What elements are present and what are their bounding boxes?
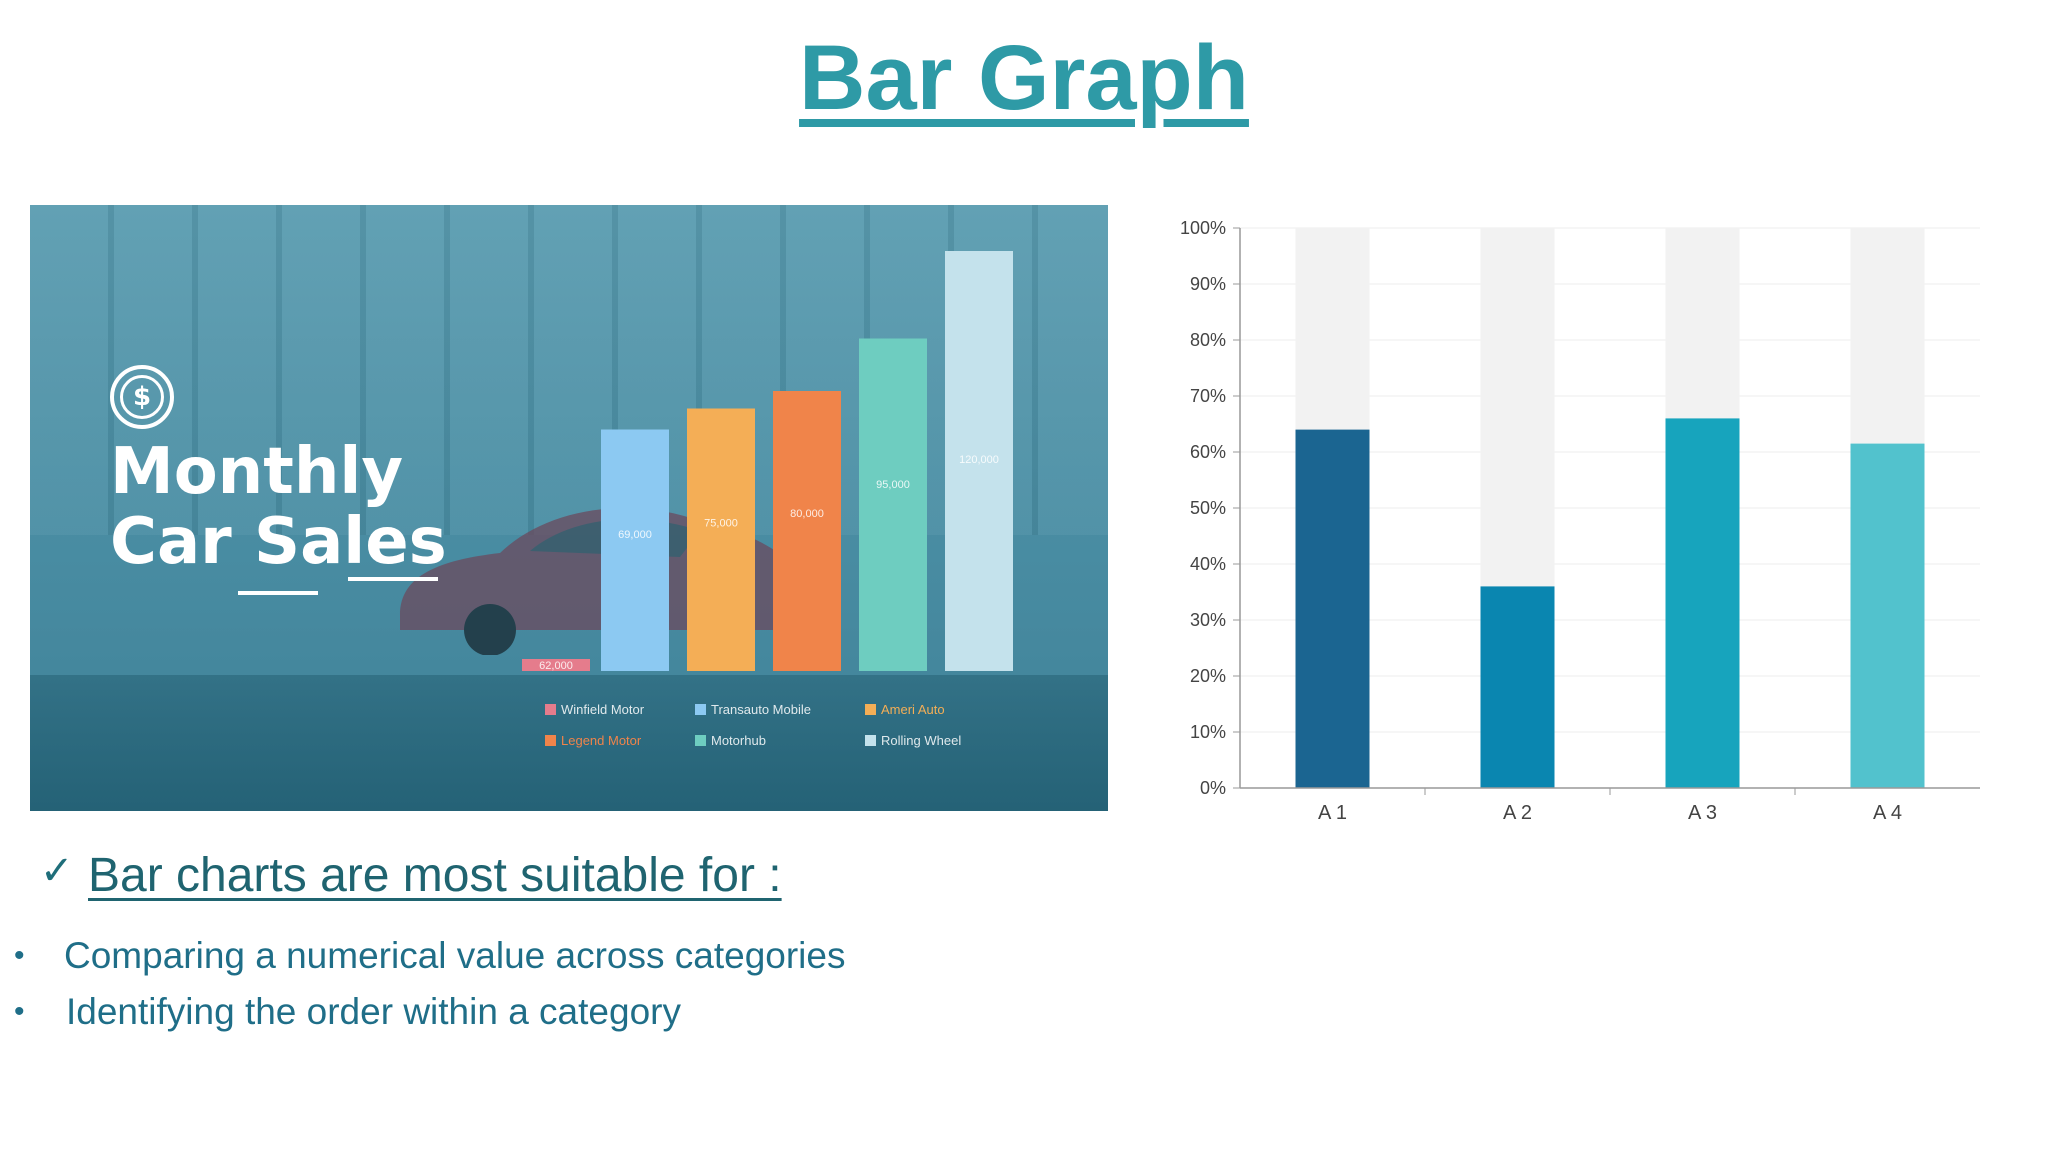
stacked-bar-chart: 0% 10% 20% 30% 40% 50% 60% 70% 80% 90% 100% A 1 A 2 A…	[1180, 218, 1980, 824]
x-tick-label: A 4	[1873, 802, 1902, 824]
bullet-dot: •	[14, 995, 25, 1028]
dollar-coin-icon: $	[110, 365, 174, 429]
mini-bar	[945, 251, 1013, 671]
mini-legend-label: Rolling Wheel	[881, 733, 962, 748]
mini-legend-item: Ameri Auto	[865, 702, 1005, 717]
mini-legend-swatch	[865, 704, 876, 715]
mini-legend-item: Winfield Motor	[545, 702, 695, 717]
y-tick-label: 40%	[1190, 554, 1226, 574]
mini-bar-value-label: 95,000	[876, 479, 910, 491]
subtitle: Bar charts are most suitable for :	[88, 849, 782, 902]
panel-title: Monthly Car Sales	[110, 437, 447, 577]
bar-value	[1665, 418, 1740, 788]
mini-legend-item: Transauto Mobile	[695, 702, 865, 717]
bar-value	[1480, 586, 1555, 788]
bar-remainder	[1295, 228, 1370, 430]
mini-bar	[522, 659, 590, 671]
checkmark-icon: ✓	[40, 848, 74, 894]
mini-legend-swatch	[695, 735, 706, 746]
mini-legend-swatch	[545, 704, 556, 715]
y-tick-label: 70%	[1190, 386, 1226, 406]
mini-bar	[859, 338, 927, 671]
background-wall	[30, 205, 1108, 535]
mini-bar	[687, 408, 755, 671]
page-title-text: Bar Graph	[799, 27, 1249, 129]
y-tick-label: 100%	[1180, 218, 1226, 238]
mini-bar-value-label: 120,000	[959, 454, 999, 466]
mini-chart-legend: Winfield Motor Transauto Mobile Ameri Auto…	[545, 702, 1005, 748]
bar-remainder	[1850, 228, 1925, 444]
y-tick-label: 50%	[1190, 498, 1226, 518]
panel-title-line2: Car Sales	[110, 505, 447, 579]
x-tick-label: A 2	[1503, 802, 1532, 824]
mini-bar	[601, 429, 669, 671]
page-title: Bar Graph	[0, 27, 2048, 129]
mini-bar-value-label: 62,000	[539, 660, 573, 672]
y-tick-label: 10%	[1190, 722, 1226, 742]
title-underline-right	[348, 577, 438, 581]
panel-title-line1: Monthly	[110, 435, 404, 509]
mini-bar-chart: 62,000 69,000 75,000 80,000 95,000 120,000	[522, 251, 1013, 672]
mini-bar	[773, 391, 841, 671]
mini-legend-item: Rolling Wheel	[865, 733, 1005, 748]
mini-legend-label: Ameri Auto	[881, 702, 945, 717]
mini-legend-label: Motorhub	[711, 733, 766, 748]
mini-legend-label: Transauto Mobile	[711, 702, 811, 717]
x-tick-label: A 3	[1688, 802, 1717, 824]
mini-legend-item: Motorhub	[695, 733, 865, 748]
mini-legend-label: Legend Motor	[561, 733, 642, 748]
dollar-sign-icon: $	[120, 375, 164, 419]
mini-legend-item: Legend Motor	[545, 733, 695, 748]
bullet-dot: •	[14, 939, 25, 972]
mini-bar-value-label: 69,000	[618, 529, 652, 541]
y-tick-label: 60%	[1190, 442, 1226, 462]
background-road	[30, 675, 1108, 811]
y-tick-label: 30%	[1190, 610, 1226, 630]
bar-value	[1295, 429, 1370, 788]
bar-remainder	[1480, 228, 1555, 587]
mini-legend-label: Winfield Motor	[561, 702, 645, 717]
bullet-text: Identifying the order within a category	[66, 991, 681, 1032]
monthly-car-sales-image: $ Monthly Car Sales 62,000 69,000 75,000 80,…	[30, 205, 1108, 811]
bar-remainder	[1665, 228, 1740, 419]
mini-legend-swatch	[545, 735, 556, 746]
x-tick-label: A 1	[1318, 802, 1347, 824]
title-underline-left	[238, 591, 318, 595]
mini-bar-value-label: 80,000	[790, 508, 824, 520]
y-tick-label: 20%	[1190, 666, 1226, 686]
y-tick-label: 0%	[1200, 778, 1226, 798]
mini-legend-swatch	[865, 735, 876, 746]
y-tick-label: 90%	[1190, 274, 1226, 294]
mini-legend-swatch	[695, 704, 706, 715]
bullet-text: Comparing a numerical value across categ…	[64, 935, 846, 976]
y-tick-label: 80%	[1190, 330, 1226, 350]
mini-bar-value-label: 75,000	[704, 518, 738, 530]
bar-value	[1850, 443, 1925, 788]
